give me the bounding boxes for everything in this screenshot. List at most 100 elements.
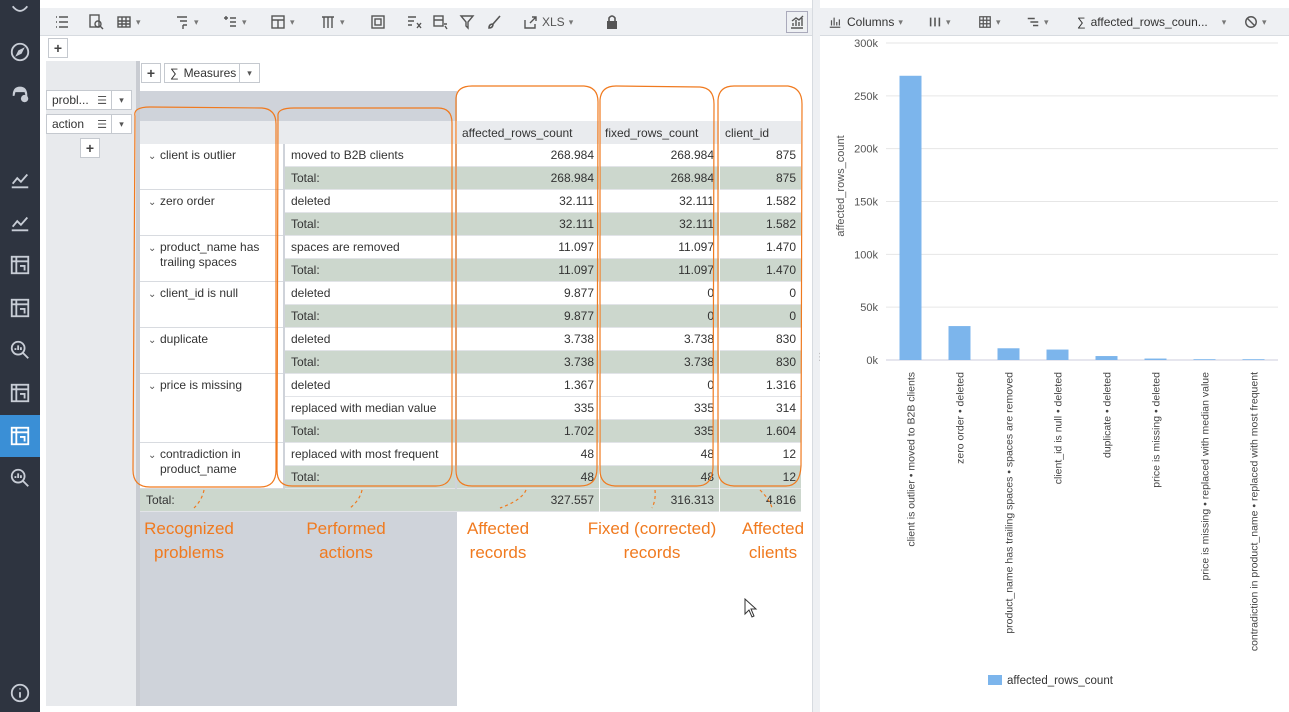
value-cell[interactable]: 875	[720, 144, 801, 167]
subtotal-cell[interactable]: 875	[720, 167, 801, 190]
measures-chip[interactable]: ∑ Measures ▾	[164, 63, 260, 83]
bar[interactable]	[1193, 359, 1216, 360]
value-cell[interactable]: 1.367	[457, 374, 599, 397]
value-cell[interactable]: 1.582	[720, 190, 801, 213]
row-field-problem[interactable]: probl... ☰ ▾	[46, 90, 132, 110]
chevron-down-icon[interactable]: ▾	[946, 16, 951, 27]
add-filter-button[interactable]: +	[48, 38, 68, 58]
subtotal-cell[interactable]: 48	[457, 466, 599, 489]
table-layout-button[interactable]: ▾	[116, 13, 141, 31]
subtotal-cell[interactable]: 12	[720, 466, 801, 489]
value-cell[interactable]: 32.111	[457, 190, 599, 213]
subtotals-button[interactable]: ▾	[270, 13, 295, 31]
bar[interactable]	[1095, 356, 1118, 360]
clear-icon[interactable]: ▾	[1244, 13, 1267, 31]
value-cell[interactable]: 9.877	[457, 282, 599, 305]
add-total-button[interactable]: ▾	[222, 13, 247, 31]
brush-icon[interactable]	[486, 13, 502, 31]
value-cell[interactable]: 32.111	[600, 190, 719, 213]
subtotal-cell[interactable]: 268.984	[457, 167, 599, 190]
value-cell[interactable]: 1.470	[720, 236, 801, 259]
chevron-down-icon[interactable]: ▾	[111, 91, 131, 109]
chevron-down-icon[interactable]: ▾	[1262, 16, 1267, 27]
value-cell[interactable]: 11.097	[600, 236, 719, 259]
subtotal-cell[interactable]: 3.738	[457, 351, 599, 374]
grand-total-cell[interactable]: 4.816	[720, 489, 801, 512]
subtotal-cell[interactable]: 9.877	[457, 305, 599, 328]
subtotal-cell[interactable]: 48	[600, 466, 719, 489]
chart-icon[interactable]	[4, 164, 36, 196]
problem-group[interactable]: ⌄ client is outlier	[140, 144, 283, 190]
value-cell[interactable]: 48	[457, 443, 599, 466]
drill-search-icon[interactable]	[88, 13, 104, 31]
grand-total-cell[interactable]: 327.557	[457, 489, 599, 512]
bar[interactable]	[1046, 349, 1069, 360]
problem-group[interactable]: ⌄ zero order	[140, 190, 283, 236]
pivot-icon[interactable]	[4, 249, 36, 281]
chevron-down-icon[interactable]: ▾	[996, 16, 1001, 27]
chevron-down-icon[interactable]: ▾	[194, 16, 199, 27]
expand-collapse-icon[interactable]	[370, 13, 386, 31]
problem-group[interactable]: ⌄ contradiction in product_name	[140, 443, 283, 489]
agent-icon[interactable]	[4, 78, 36, 110]
measure-select[interactable]: ∑ affected_rows_coun... ▾	[1077, 13, 1226, 31]
compass-icon[interactable]	[4, 36, 36, 68]
bar[interactable]	[899, 75, 922, 361]
value-cell[interactable]: 12	[720, 443, 801, 466]
grand-total-cell[interactable]: 316.313	[600, 489, 719, 512]
collapse-chevron-icon[interactable]: ⌄	[148, 151, 157, 162]
search-chart-icon[interactable]	[4, 462, 36, 494]
sort-filter-icon[interactable]	[406, 13, 422, 31]
sort-icon[interactable]: ☰	[97, 95, 107, 107]
value-cell[interactable]: 0	[600, 282, 719, 305]
pivot-icon[interactable]	[4, 292, 36, 324]
value-cell[interactable]: 3.738	[457, 328, 599, 351]
collapse-chevron-icon[interactable]: ⌄	[148, 450, 157, 461]
chart-type-button[interactable]: Columns ▾	[828, 13, 903, 31]
collapse-chevron-icon[interactable]: ⌄	[148, 289, 157, 300]
value-cell[interactable]: 11.097	[457, 236, 599, 259]
bar[interactable]	[948, 326, 971, 360]
column-totals-button[interactable]: ▾	[320, 13, 345, 31]
subtotal-cell[interactable]: 32.111	[457, 213, 599, 236]
row-field-action[interactable]: action ☰ ▾	[46, 114, 132, 134]
value-cell[interactable]: 48	[600, 443, 719, 466]
column-header[interactable]: client_id	[720, 121, 802, 144]
chevron-down-icon[interactable]: ▾	[242, 16, 247, 27]
filter-icon[interactable]	[459, 13, 475, 31]
value-cell[interactable]: 3.738	[600, 328, 719, 351]
subtotal-cell[interactable]: 11.097	[600, 259, 719, 282]
subtotal-cell[interactable]: 1.604	[720, 420, 801, 443]
bar[interactable]	[997, 348, 1020, 360]
value-cell[interactable]: 268.984	[600, 144, 719, 167]
collapse-chevron-icon[interactable]: ⌄	[148, 381, 157, 392]
lock-icon[interactable]	[604, 13, 620, 31]
fields-list-icon[interactable]	[54, 13, 70, 31]
problem-group[interactable]: ⌄ duplicate	[140, 328, 283, 374]
collapse-chevron-icon[interactable]: ⌄	[148, 335, 157, 346]
subtotal-cell[interactable]: 1.702	[457, 420, 599, 443]
value-cell[interactable]: 1.316	[720, 374, 801, 397]
subtotal-cell[interactable]: 335	[600, 420, 719, 443]
subtotal-cell[interactable]: 830	[720, 351, 801, 374]
subtotal-cell[interactable]: 0	[720, 305, 801, 328]
subtotal-cell[interactable]: 3.738	[600, 351, 719, 374]
subtotal-cell[interactable]: 1.470	[720, 259, 801, 282]
problem-group[interactable]: ⌄ product_name has trailing spaces	[140, 236, 283, 282]
sort-icon[interactable]: ☰	[97, 119, 107, 131]
chart-toggle-icon[interactable]	[786, 11, 808, 33]
chart-icon[interactable]	[4, 207, 36, 239]
chevron-down-icon[interactable]: ▾	[568, 16, 574, 27]
value-cell[interactable]: 268.984	[457, 144, 599, 167]
chevron-down-icon[interactable]: ▾	[1044, 16, 1049, 27]
chevron-down-icon[interactable]: ▾	[898, 16, 903, 27]
problem-group[interactable]: ⌄ price is missing	[140, 374, 283, 443]
chevron-down-icon[interactable]: ▾	[239, 64, 259, 82]
chevron-down-icon[interactable]: ▾	[136, 16, 141, 27]
info-icon[interactable]	[4, 677, 36, 709]
add-column-field-button[interactable]: +	[141, 63, 161, 83]
problem-group[interactable]: ⌄ client_id is null	[140, 282, 283, 328]
stack-icon[interactable]: ▾	[1026, 13, 1049, 31]
chevron-down-icon[interactable]: ▾	[290, 16, 295, 27]
bar[interactable]	[1144, 358, 1167, 360]
